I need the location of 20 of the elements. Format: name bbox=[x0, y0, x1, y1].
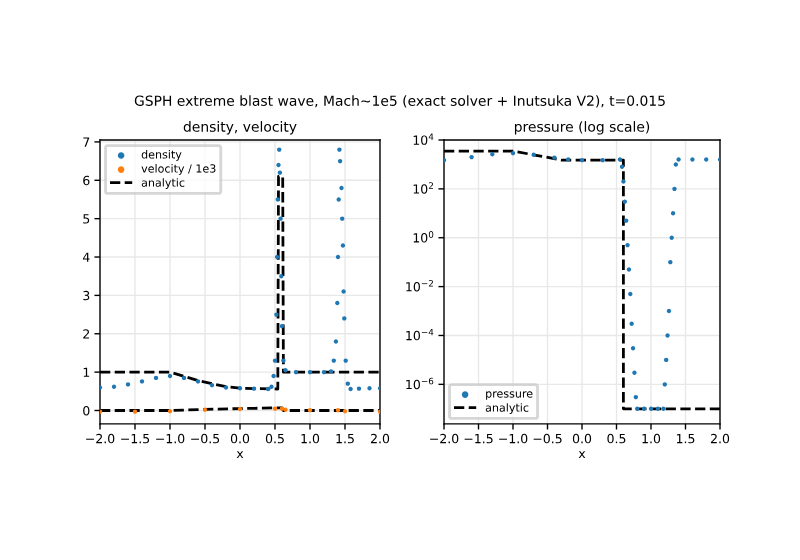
point bbox=[274, 254, 280, 260]
point bbox=[265, 386, 271, 392]
point bbox=[307, 369, 313, 375]
point bbox=[337, 158, 343, 164]
point bbox=[335, 407, 341, 413]
point bbox=[666, 308, 672, 314]
point bbox=[153, 375, 159, 381]
point bbox=[321, 369, 327, 375]
point bbox=[510, 150, 516, 156]
point bbox=[279, 323, 285, 329]
point bbox=[633, 394, 639, 400]
point bbox=[209, 382, 215, 388]
point bbox=[663, 357, 669, 363]
point bbox=[335, 254, 341, 260]
point bbox=[307, 407, 313, 413]
point bbox=[293, 369, 299, 375]
point bbox=[237, 406, 243, 412]
point bbox=[181, 375, 187, 381]
point bbox=[579, 157, 585, 163]
point bbox=[167, 373, 173, 379]
